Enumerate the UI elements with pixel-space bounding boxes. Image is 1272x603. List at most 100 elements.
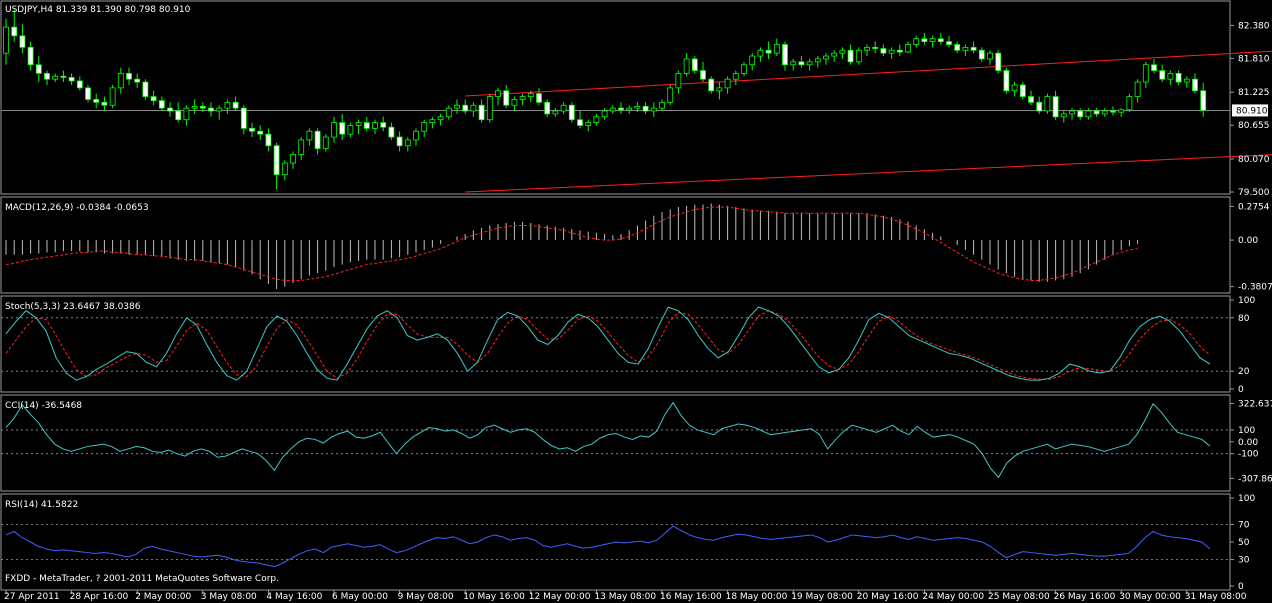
candle-body bbox=[962, 46, 969, 51]
candle-body bbox=[626, 107, 633, 111]
cci-axis-tick-label: -100 bbox=[1238, 450, 1259, 460]
candle-body bbox=[683, 58, 690, 74]
cci-pane[interactable] bbox=[0, 394, 1231, 492]
candle-body bbox=[199, 105, 206, 109]
stoch-pane[interactable] bbox=[0, 295, 1231, 393]
candle-body bbox=[142, 81, 149, 97]
time-axis-label: 13 May 08:00 bbox=[594, 592, 656, 602]
cci-axis-tick-label: 0.00 bbox=[1238, 438, 1258, 448]
candle-body bbox=[429, 119, 436, 123]
price-axis-tick-label: 80.655 bbox=[1238, 121, 1270, 131]
time-axis-label: 26 May 16:00 bbox=[1054, 592, 1116, 602]
candle-body bbox=[347, 125, 354, 135]
candle-body bbox=[577, 119, 583, 126]
candle-body bbox=[281, 162, 288, 176]
cci-series bbox=[1, 401, 1230, 479]
candle-body bbox=[240, 107, 247, 129]
candle-body bbox=[609, 107, 616, 112]
candle-body bbox=[191, 105, 198, 109]
candle-body bbox=[601, 110, 608, 118]
candle-body bbox=[1183, 78, 1190, 83]
time-axis-label: 18 May 00:00 bbox=[726, 592, 788, 602]
candle-body bbox=[1142, 64, 1149, 83]
candle-body bbox=[93, 99, 100, 103]
rsi-title: RSI(14) 41.5822 bbox=[5, 500, 78, 510]
stoch-signal-line bbox=[5, 310, 1211, 380]
cci-title: CCI(14) -36.5468 bbox=[5, 401, 82, 411]
macd-signal-line bbox=[5, 206, 1138, 281]
candle-body bbox=[44, 73, 50, 80]
candle-body bbox=[265, 133, 272, 147]
candle-body bbox=[978, 49, 985, 60]
candle-body bbox=[19, 35, 26, 48]
candle-body bbox=[232, 101, 239, 109]
candle-body bbox=[355, 122, 362, 126]
candle-body bbox=[806, 61, 813, 66]
rsi-line bbox=[5, 525, 1211, 568]
rsi-axis-tick-label: 0 bbox=[1238, 582, 1244, 592]
price-axis-tick-label: 79.500 bbox=[1238, 188, 1270, 198]
candle-body bbox=[478, 104, 485, 121]
price-axis-tick-label: 81.225 bbox=[1238, 88, 1270, 98]
candle-body bbox=[1175, 73, 1182, 83]
candle-body bbox=[445, 107, 452, 118]
candle-body bbox=[290, 153, 296, 164]
candle-body bbox=[11, 26, 18, 37]
candle-body bbox=[257, 130, 264, 135]
candle-body bbox=[987, 52, 993, 60]
candle-body bbox=[1019, 84, 1026, 97]
candle-body bbox=[1036, 101, 1043, 112]
candle-body bbox=[872, 46, 879, 49]
candle-body bbox=[1060, 113, 1067, 118]
time-axis-label: 19 May 08:00 bbox=[791, 592, 853, 602]
candle-body bbox=[167, 107, 173, 112]
candle-body bbox=[224, 101, 231, 109]
candle-body bbox=[1151, 64, 1157, 71]
candle-body bbox=[823, 55, 829, 60]
candle-body bbox=[1077, 110, 1084, 118]
copyright-text: FXDD - MetaTrader, ? 2001-2011 MetaQuote… bbox=[5, 574, 279, 584]
cci-axis-tick-label: 100 bbox=[1238, 426, 1255, 436]
candle-body bbox=[798, 61, 805, 66]
candle-body bbox=[560, 104, 567, 112]
candle-body bbox=[503, 90, 510, 106]
candle-body bbox=[716, 87, 723, 92]
rsi-axis-tick-label: 70 bbox=[1238, 520, 1250, 530]
macd-pane[interactable] bbox=[0, 196, 1231, 294]
channel-lower-line bbox=[465, 154, 1272, 193]
time-axis-label: 12 May 00:00 bbox=[529, 592, 591, 602]
candle-body bbox=[921, 38, 928, 42]
candle-body bbox=[1044, 96, 1051, 112]
candle-body bbox=[896, 49, 903, 53]
price-pane[interactable] bbox=[0, 0, 1231, 195]
time-axis-label: 24 May 00:00 bbox=[922, 592, 984, 602]
candle-body bbox=[855, 49, 862, 63]
candle-body bbox=[831, 52, 838, 57]
candle-body bbox=[413, 130, 419, 141]
candle-body bbox=[314, 130, 321, 150]
candle-body bbox=[888, 49, 895, 54]
candle-body bbox=[765, 49, 772, 54]
candle-body bbox=[782, 44, 788, 66]
candle-body bbox=[421, 122, 428, 132]
candle-body bbox=[700, 70, 706, 80]
candle-body bbox=[322, 136, 329, 150]
candle-body bbox=[462, 104, 469, 112]
time-axis-label: 16 May 16:00 bbox=[660, 592, 722, 602]
candle-body bbox=[954, 44, 961, 51]
candle-body bbox=[109, 87, 116, 106]
time-axis-label: 10 May 16:00 bbox=[463, 592, 525, 602]
current-price-box bbox=[1232, 104, 1268, 117]
candle-body bbox=[552, 110, 559, 115]
candle-body bbox=[60, 75, 67, 78]
candle-body bbox=[650, 107, 657, 112]
candle-body bbox=[732, 73, 739, 80]
price-series bbox=[1, 9, 1272, 193]
candle-body bbox=[511, 99, 518, 106]
candle-body bbox=[675, 73, 682, 89]
candle-body bbox=[1159, 70, 1166, 80]
candle-body bbox=[495, 90, 501, 97]
candle-body bbox=[216, 107, 223, 112]
candle-body bbox=[839, 49, 846, 54]
